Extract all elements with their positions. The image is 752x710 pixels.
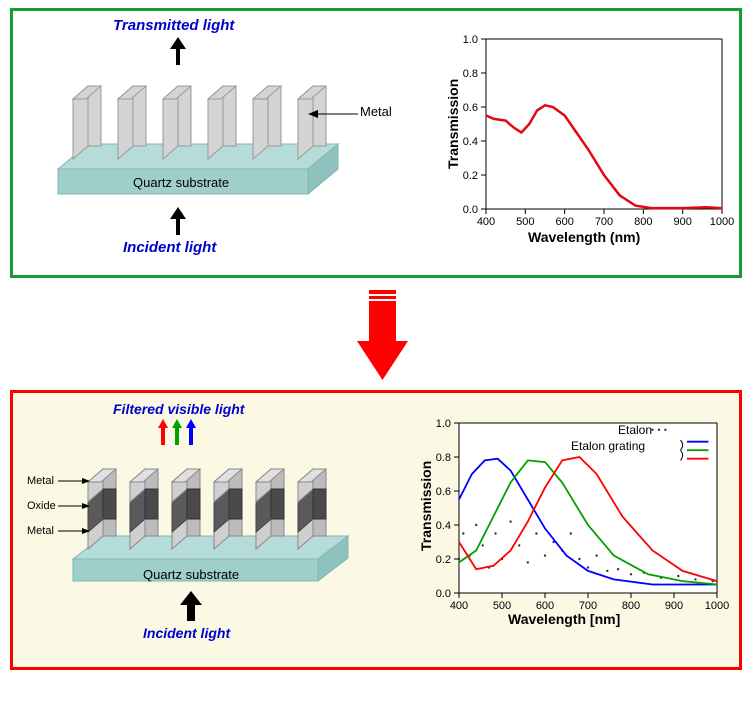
top-chart-xlabel: Wavelength (nm) [528,229,640,245]
svg-text:800: 800 [622,600,640,612]
svg-text:700: 700 [595,216,613,228]
oxide-label: Oxide [27,500,56,512]
metal-pointer-icon [308,108,358,120]
svg-text:0.2: 0.2 [463,170,478,182]
svg-text:0.0: 0.0 [436,588,451,600]
top-chart-ylabel: Transmission [445,79,461,169]
svg-text:400: 400 [450,600,468,612]
svg-text:600: 600 [555,216,573,228]
filtered-light-label: Filtered visible light [113,401,244,417]
bottom-chart-xlabel: Wavelength [nm] [508,611,620,627]
svg-text:1.0: 1.0 [463,34,478,46]
svg-text:1000: 1000 [705,600,729,612]
incident-light-label-top: Incident light [123,239,216,256]
legend-etalon: Etalon [618,423,652,437]
substrate-label-top: Quartz substrate [133,175,229,190]
metal-label-2: Metal [27,525,54,537]
incident-light-label-bottom: Incident light [143,625,230,641]
svg-text:0.6: 0.6 [436,486,451,498]
svg-text:900: 900 [673,216,691,228]
svg-text:800: 800 [634,216,652,228]
layer-pointers-icon [58,473,90,543]
svg-text:900: 900 [665,600,683,612]
svg-text:0.4: 0.4 [436,520,451,532]
svg-text:1.0: 1.0 [436,418,451,430]
incident-arrow-bottom-icon [178,591,204,621]
top-chart: 400 500 600 700 800 900 1000 0.0 0.2 0.4 0.6 0.8 1.0 [438,29,738,259]
svg-text:400: 400 [477,216,495,228]
transmitted-light-label: Transmitted light [113,17,234,34]
svg-text:0.2: 0.2 [436,554,451,566]
bottom-chart-ylabel: Transmission [418,461,434,551]
transition-arrow-icon [355,290,410,382]
svg-text:0.4: 0.4 [463,136,478,148]
legend-etalon-grating: Etalon grating [571,439,645,453]
metal-label-top: Metal [360,104,392,119]
metal-label-1: Metal [27,475,54,487]
svg-text:0.6: 0.6 [463,102,478,114]
substrate-label-bottom: Quartz substrate [143,567,239,582]
incident-arrow-top-icon [168,207,188,235]
bottom-panel: Filtered visible light (function(){ cons… [10,390,742,670]
svg-text:0.8: 0.8 [436,452,451,464]
svg-text:1000: 1000 [710,216,734,228]
top-panel: Transmitted light Quartz substrate Metal… [10,8,742,278]
svg-text:0.0: 0.0 [463,204,478,216]
svg-text:500: 500 [516,216,534,228]
svg-text:0.8: 0.8 [463,68,478,80]
